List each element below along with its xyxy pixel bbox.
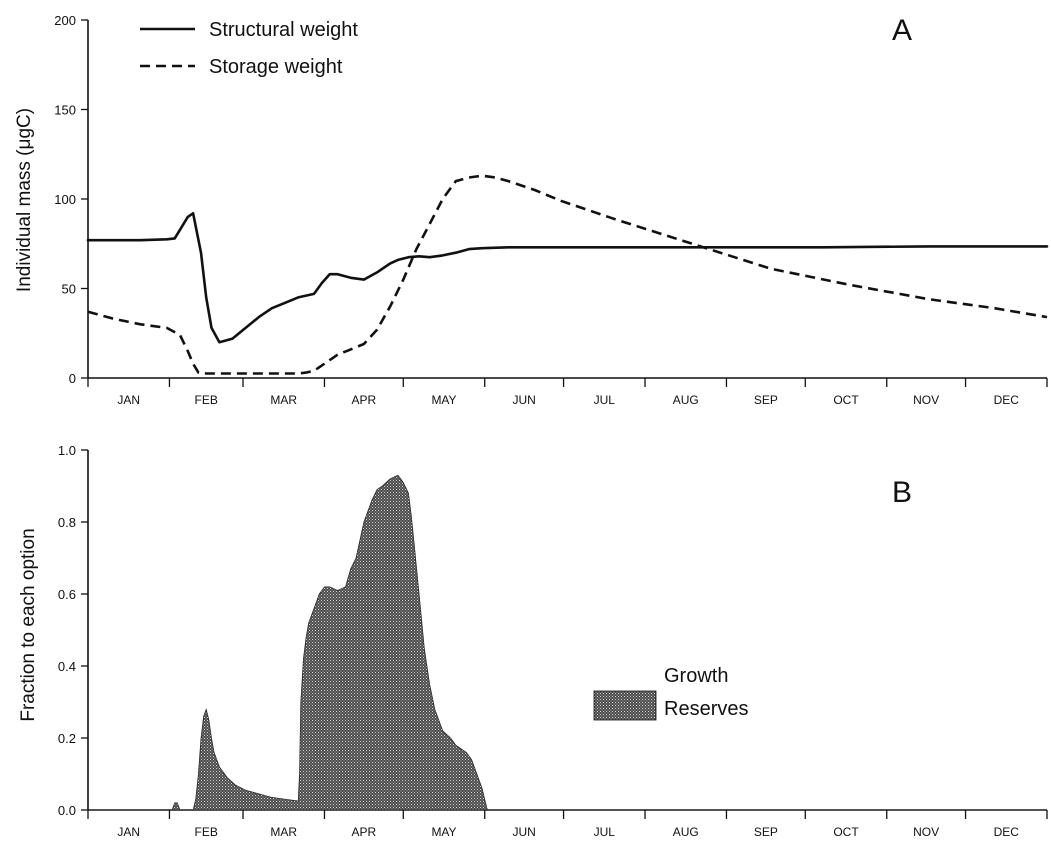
legend-storage-label: Storage weight xyxy=(209,56,343,78)
legend-structural-label: Structural weight xyxy=(209,19,358,41)
panel-b-month-label: DEC xyxy=(994,825,1020,839)
panel-b-y-tick-label: 1.0 xyxy=(58,443,76,458)
panel-a-month-label: JAN xyxy=(117,393,140,407)
panel-b-y-axis-title: Fraction to each option xyxy=(18,528,39,721)
panel-a-y-tick-label: 100 xyxy=(54,192,76,207)
panel-b-series xyxy=(88,474,1047,811)
panel-b-month-label: JAN xyxy=(117,825,140,839)
panel-a-month-label: OCT xyxy=(833,393,859,407)
panel-b-x-ticks: JAN FEB MAR APR MAY JUN JUL AUG SEP OCT NOV DEC xyxy=(87,810,1048,839)
panel-b-legend: Growth Reserves xyxy=(593,665,748,721)
panel-b-y-ticks: 0.0 0.2 0.4 0.6 0.8 1.0 xyxy=(58,443,88,818)
legend-growth-label: Growth xyxy=(664,665,728,687)
panel-a-y-tick-label: 50 xyxy=(62,282,76,297)
panel-a-y-tick-label: 200 xyxy=(54,13,76,28)
panel-a-month-label: DEC xyxy=(994,393,1020,407)
panel-b-y-tick-label: 0.6 xyxy=(58,587,76,602)
panel-a-month-label: NOV xyxy=(913,393,939,407)
panel-a-month-label: MAR xyxy=(270,393,297,407)
panel-b-month-label: AUG xyxy=(673,825,699,839)
panel-b-month-label: OCT xyxy=(833,825,859,839)
storage-weight-line xyxy=(87,174,1048,375)
panel-b-month-label: APR xyxy=(352,825,377,839)
panel-a-month-label: AUG xyxy=(673,393,699,407)
panel-b-y-tick-label: 0.0 xyxy=(58,803,76,818)
panel-b-month-label: JUN xyxy=(512,825,535,839)
panel-b-month-label: SEP xyxy=(754,825,778,839)
panel-b-label: B xyxy=(892,476,912,509)
legend-reserves-label: Reserves xyxy=(664,698,748,720)
panel-b-month-label: FEB xyxy=(195,825,218,839)
structural-weight-line xyxy=(86,212,1049,344)
panel-b: 0.0 0.2 0.4 0.6 0.8 1.0 JAN FEB MAR APR MAY JUN JUL… xyxy=(18,443,1048,839)
panel-a: 0 50 100 150 200 JAN FEB MAR APR MAY JUN JUL AUG SEP… xyxy=(14,13,1049,407)
panel-a-month-label: APR xyxy=(352,393,377,407)
panel-a-y-tick-label: 0 xyxy=(69,371,76,386)
panel-a-month-label: JUN xyxy=(512,393,535,407)
panel-b-month-label: JUL xyxy=(594,825,616,839)
panel-a-month-label: SEP xyxy=(754,393,778,407)
reserves-area xyxy=(88,474,1047,811)
panel-a-month-label: MAY xyxy=(431,393,456,407)
panel-a-label: A xyxy=(892,14,912,47)
panel-a-y-ticks: 0 50 100 150 200 xyxy=(54,13,88,386)
panel-b-month-label: NOV xyxy=(913,825,939,839)
legend-reserves-swatch xyxy=(593,690,657,721)
panel-b-y-tick-label: 0.2 xyxy=(58,731,76,746)
panel-a-y-axis-title: Individual mass (μgC) xyxy=(14,108,35,292)
panel-a-month-label: FEB xyxy=(195,393,218,407)
panel-a-month-label: JUL xyxy=(594,393,616,407)
panel-b-month-label: MAR xyxy=(270,825,297,839)
panel-b-month-label: MAY xyxy=(431,825,456,839)
panel-a-legend: Structural weight Storage weight xyxy=(140,19,358,78)
panel-a-series xyxy=(86,174,1049,375)
panel-a-x-ticks: JAN FEB MAR APR MAY JUN JUL AUG SEP OCT NOV DEC xyxy=(87,378,1048,407)
panel-b-y-tick-label: 0.4 xyxy=(58,659,76,674)
panel-a-y-tick-label: 150 xyxy=(54,103,76,118)
panel-b-y-tick-label: 0.8 xyxy=(58,515,76,530)
